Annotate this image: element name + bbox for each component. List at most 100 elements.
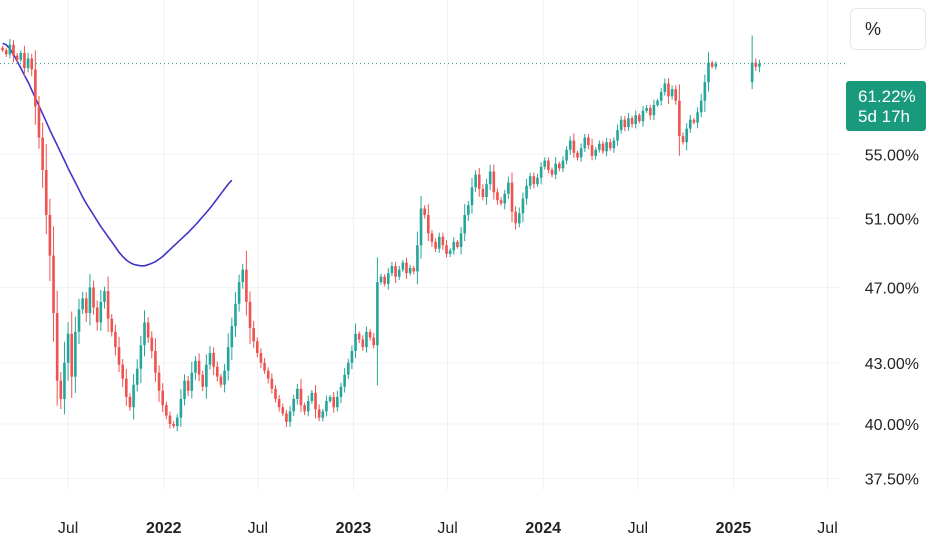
candle-body — [95, 307, 99, 323]
candle-body — [34, 69, 37, 107]
candle-body — [474, 174, 477, 188]
candle-body — [477, 174, 481, 189]
candle-body — [317, 409, 321, 418]
candle-body — [561, 160, 565, 169]
price-axis[interactable]: 37.50% 40.00% 43.00% 47.00% 51.00% 55.00% — [865, 147, 919, 488]
candle-body — [321, 411, 325, 418]
candle-body — [594, 149, 598, 156]
candle-body — [223, 370, 226, 385]
candle-body — [703, 82, 707, 101]
candle-body — [106, 291, 110, 319]
candle-body — [259, 352, 263, 363]
candle-body — [270, 378, 274, 389]
candle-body — [394, 266, 397, 277]
candle-body — [557, 163, 561, 169]
candle-body — [325, 401, 328, 412]
candle-body — [659, 92, 663, 101]
candle-body — [503, 193, 507, 204]
candle-body — [634, 115, 638, 125]
candle-body — [128, 396, 132, 408]
candle-body — [598, 143, 601, 150]
percent-scale-button[interactable]: % — [850, 8, 926, 50]
candle-body — [488, 171, 492, 185]
candle-body — [230, 326, 234, 348]
candle-body — [397, 269, 401, 277]
candle-body — [616, 130, 619, 141]
time-tick-label: Jul — [628, 520, 648, 537]
candle-body — [750, 62, 754, 83]
candle-body — [154, 351, 157, 373]
candle-body — [328, 396, 332, 402]
candle-body — [623, 119, 627, 128]
candle-body — [339, 386, 343, 397]
candle-body — [55, 313, 59, 381]
candle-body — [536, 177, 539, 185]
candle-body — [386, 273, 390, 284]
candle-body — [354, 333, 357, 352]
candle-body — [459, 233, 463, 248]
candle-body — [346, 362, 350, 375]
candle-body — [754, 62, 758, 67]
candle-body — [179, 398, 183, 418]
candle-body — [648, 107, 652, 116]
candle-body — [277, 398, 281, 408]
candle-body — [463, 214, 467, 234]
candle-body — [8, 44, 12, 55]
candle-body — [434, 241, 437, 249]
candle-body — [205, 364, 208, 387]
candle-body — [212, 352, 215, 367]
candle-body — [496, 192, 499, 201]
candle-body — [237, 282, 241, 304]
candle-body — [714, 63, 718, 67]
candle-body — [583, 137, 587, 149]
candle-body — [525, 185, 528, 199]
candle-body — [427, 214, 430, 234]
moving-average-layer — [2, 42, 233, 267]
candle-body — [255, 341, 259, 353]
candle-body — [423, 208, 426, 215]
candle-body — [699, 100, 703, 113]
candle-body — [292, 398, 295, 412]
candle-body — [365, 331, 368, 348]
candle-body — [379, 276, 383, 283]
candle-body — [430, 233, 434, 242]
time-tick-label: Jul — [248, 520, 268, 537]
candle-body — [281, 407, 285, 414]
candle-body — [175, 417, 179, 427]
candle-body — [521, 198, 525, 214]
candle-body — [44, 169, 48, 215]
candle-body — [401, 262, 405, 270]
candle-body — [125, 378, 128, 397]
candle-body — [641, 110, 645, 122]
candle-body — [143, 322, 146, 346]
time-tick-label: 2022 — [146, 520, 182, 537]
candle-body — [688, 119, 692, 129]
candle-body — [4, 50, 8, 55]
candle-body — [81, 298, 84, 310]
price-tick-label: 40.00% — [865, 417, 919, 434]
candle-body — [368, 331, 372, 338]
candle-body — [336, 396, 339, 408]
price-tick-label: 51.00% — [865, 211, 919, 228]
candle-body — [114, 331, 117, 348]
candle-body — [696, 112, 699, 123]
bar-countdown: 5d 17h — [858, 107, 910, 126]
candle-body — [638, 115, 641, 122]
time-axis[interactable]: Jul 2022 Jul 2023 Jul 2024 Jul 2025 Jul — [58, 520, 838, 537]
candle-body — [554, 163, 557, 175]
candle-body — [15, 55, 19, 60]
candle-body — [372, 337, 376, 346]
candle-body — [117, 347, 121, 365]
candle-body — [710, 62, 714, 67]
candle-body — [692, 119, 696, 123]
candle-body — [605, 142, 608, 152]
candle-body — [343, 374, 346, 387]
time-tick-label: 2024 — [525, 520, 561, 537]
candle-body — [306, 401, 310, 412]
candle-body — [332, 396, 336, 408]
time-tick-label: Jul — [437, 520, 457, 537]
candle-body — [670, 89, 674, 97]
candle-body — [383, 276, 386, 284]
